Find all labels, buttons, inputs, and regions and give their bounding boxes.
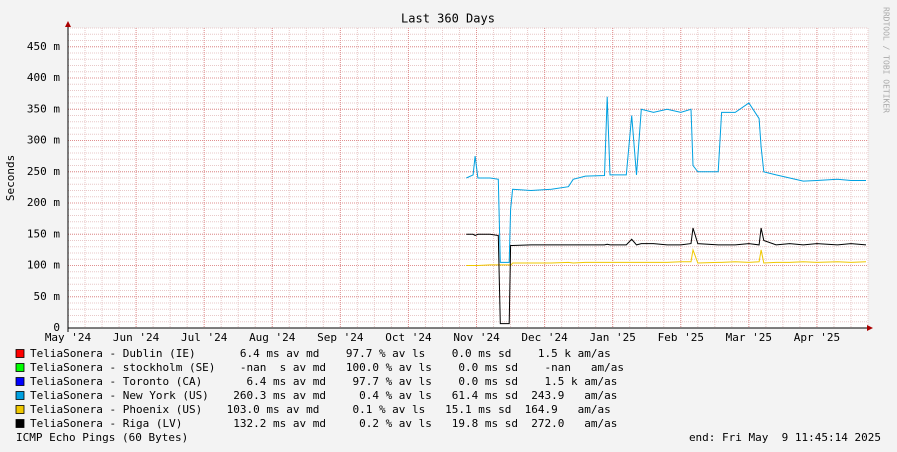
y-tick-label: 50 m <box>34 290 61 303</box>
grid <box>67 27 869 329</box>
x-tick-label: Jan '25 <box>590 331 636 344</box>
y-tick-label: 400 m <box>27 71 60 84</box>
x-tick-label: Aug '24 <box>249 331 296 344</box>
x-tick-label: Jun '24 <box>113 331 160 344</box>
y-tick-label: 100 m <box>27 259 60 272</box>
legend-swatch <box>15 349 25 358</box>
x-tick-label: Apr '25 <box>794 331 840 344</box>
footer-left: ICMP Echo Pings (60 Bytes) <box>16 431 188 444</box>
legend-swatch <box>15 405 25 414</box>
legend-swatch <box>15 419 25 428</box>
lines <box>466 96 867 325</box>
legend-stats: 6.4 ms av md 97.7 % av ls 0.0 ms sd 1.5 … <box>220 375 617 388</box>
series-line <box>466 247 867 267</box>
x-tick-label: May '24 <box>45 331 92 344</box>
y-arrow <box>65 21 71 27</box>
legend-swatch <box>15 377 25 386</box>
y-tick-label: 450 m <box>27 40 60 53</box>
legend-label: TeliaSonera - stockholm (SE) <box>30 361 215 374</box>
x-tick-label: Mar '25 <box>726 331 772 344</box>
legend: TeliaSonera - Dublin (IE) 6.4 ms av md 9… <box>15 347 624 430</box>
legend-stats: 260.3 ms av md 0.4 % av ls 61.4 ms sd 24… <box>220 389 617 402</box>
legend-label: TeliaSonera - Phoenix (US) <box>30 403 202 416</box>
y-axis-label: Seconds <box>4 155 17 201</box>
y-tick-label: 350 m <box>27 102 60 115</box>
x-arrow <box>867 325 873 331</box>
x-tick-label: Feb '25 <box>658 331 704 344</box>
legend-label: TeliaSonera - New York (US) <box>30 389 209 402</box>
legend-stats: 132.2 ms av md 0.2 % av ls 19.8 ms sd 27… <box>220 417 617 430</box>
legend-label: TeliaSonera - Riga (LV) <box>30 417 182 430</box>
footer-right: end: Fri May 9 11:45:14 2025 <box>689 431 881 444</box>
series-line <box>466 227 867 325</box>
y-tick-label: 200 m <box>27 196 60 209</box>
legend-label: TeliaSonera - Dublin (IE) <box>30 347 196 360</box>
series-line <box>466 96 866 263</box>
x-tick-label: Nov '24 <box>453 331 500 344</box>
legend-swatch <box>15 391 25 400</box>
x-tick-label: Dec '24 <box>521 331 568 344</box>
legend-swatch <box>15 363 25 372</box>
x-tick-label: Oct '24 <box>385 331 432 344</box>
chart-title: Last 360 Days <box>401 12 495 26</box>
legend-stats: 6.4 ms av md 97.7 % av ls 0.0 ms sd 1.5 … <box>220 347 611 360</box>
legend-stats: 103.0 ms av md 0.1 % av ls 15.1 ms sd 16… <box>220 403 611 416</box>
y-tick-label: 250 m <box>27 165 60 178</box>
legend-label: TeliaSonera - Toronto (CA) <box>30 375 202 388</box>
x-tick-label: Sep '24 <box>317 331 364 344</box>
x-tick-label: Jul '24 <box>181 331 228 344</box>
y-tick-label: 0 <box>53 321 60 334</box>
y-tick-label: 150 m <box>27 227 60 240</box>
legend-stats: -nan s av md 100.0 % av ls 0.0 ms sd -na… <box>220 361 624 374</box>
y-tick-label: 300 m <box>27 134 60 147</box>
side-note: RRDTOOL / TOBI OETIKER <box>882 7 891 113</box>
